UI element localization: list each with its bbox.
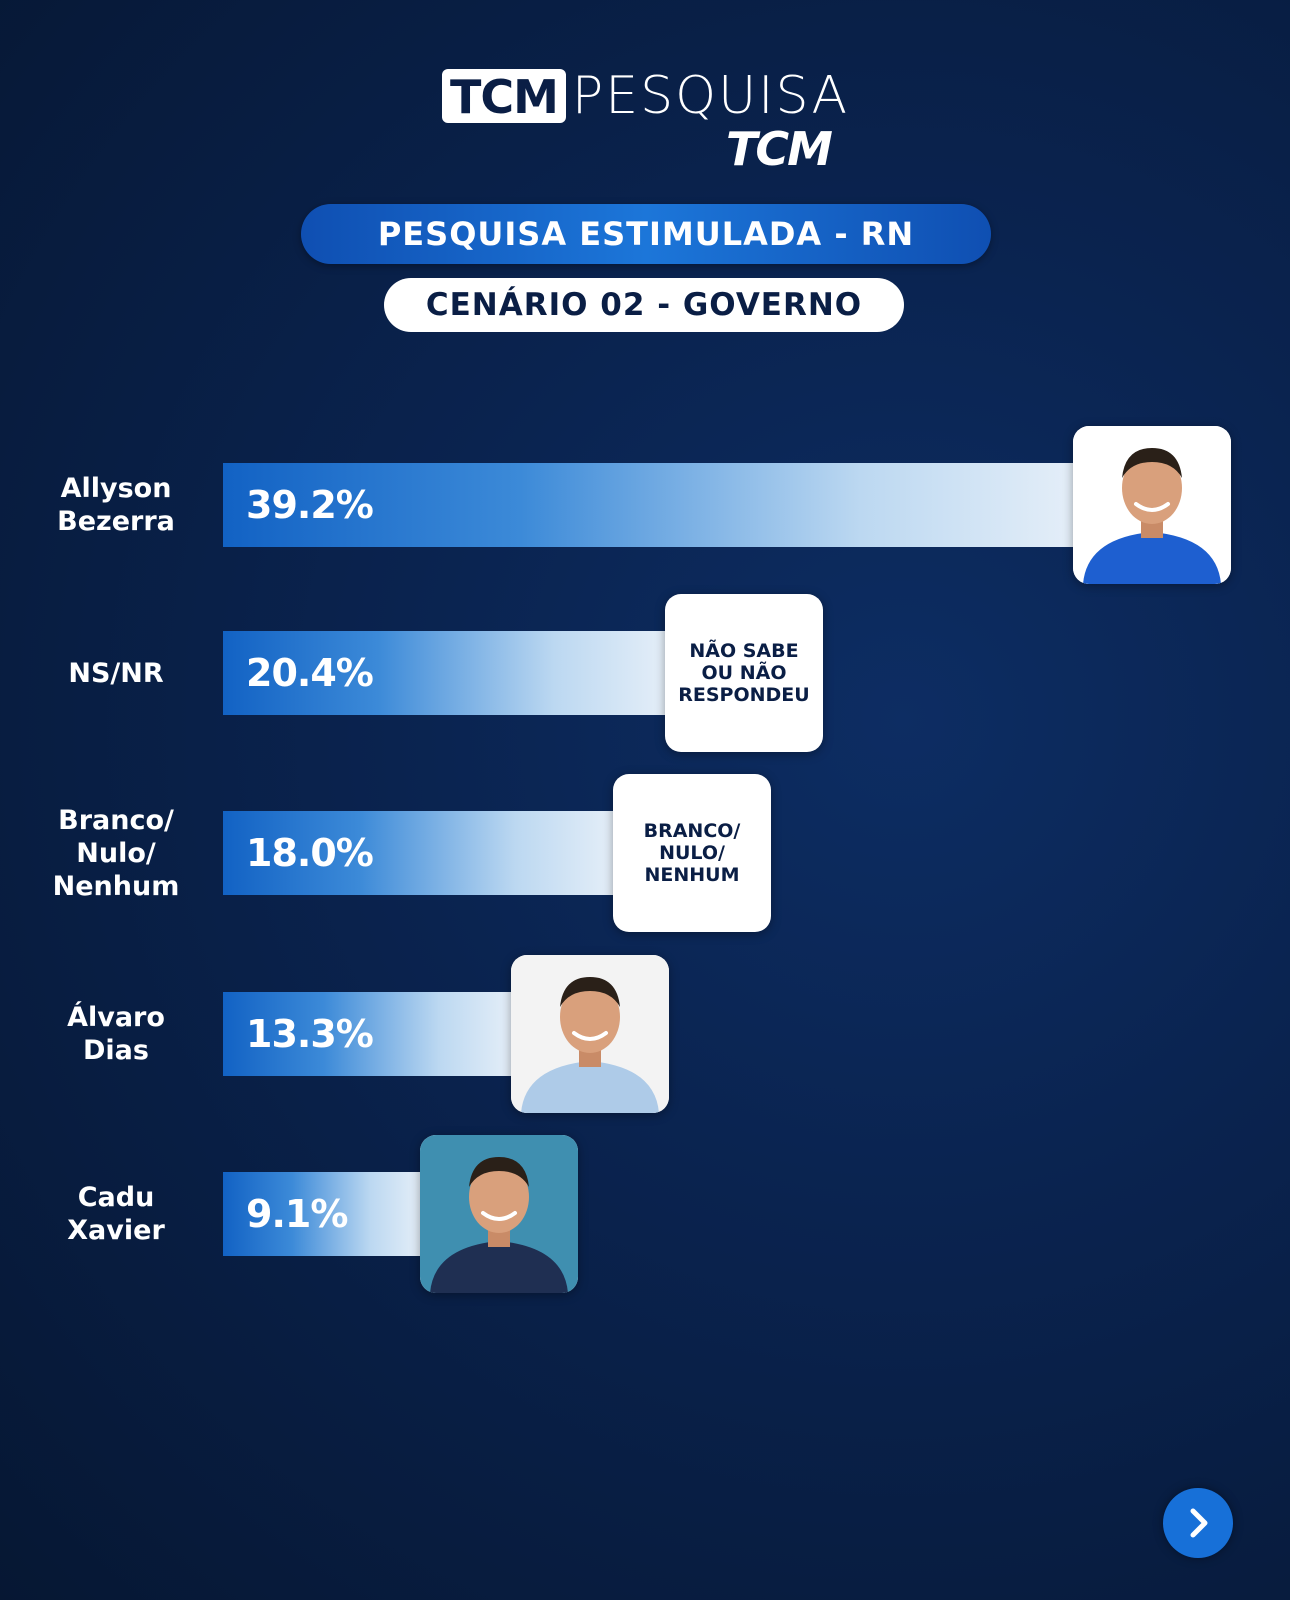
category-label: NS/NR [68,657,164,689]
bar [223,992,511,1076]
candidate-photo-icon [420,1135,578,1293]
bar [223,811,613,895]
category-label: Allyson Bezerra [57,473,175,537]
data-label: 13.3% [246,1012,374,1056]
candidate-photo-icon [1073,426,1231,584]
badge-text: NÃO SABE OU NÃO RESPONDEU [678,640,810,706]
next-button[interactable] [1163,1488,1233,1558]
bar [223,631,665,715]
logo-box-text: TCM [442,69,566,124]
data-label: 39.2% [246,483,374,527]
logo-sub: TCM [726,122,833,176]
scenario-subtitle: CENÁRIO 02 - GOVERNO [384,278,904,332]
badge-text: BRANCO/ NULO/ NENHUM [643,820,741,886]
bar [223,463,1073,547]
candidate-photo [511,955,669,1113]
logo-word: PESQUISA [571,66,850,126]
data-label: 20.4% [246,651,374,695]
category-badge: BRANCO/ NULO/ NENHUM [613,774,771,932]
category-label: Álvaro Dias [67,1002,165,1066]
chevron-right-icon [1190,1508,1208,1538]
category-badge: NÃO SABE OU NÃO RESPONDEU [665,594,823,752]
survey-title: PESQUISA ESTIMULADA - RN [301,204,991,264]
bar [223,1172,420,1256]
candidate-photo [420,1135,578,1293]
candidate-photo-icon [511,955,669,1113]
category-label: Branco/ Nulo/ Nenhum [52,804,180,902]
data-label: 18.0% [246,831,374,875]
candidate-photo [1073,426,1231,584]
category-label: Cadu Xavier [67,1182,165,1246]
brand-logo: TCM PESQUISA TCM [0,60,1290,176]
data-label: 9.1% [246,1192,348,1236]
